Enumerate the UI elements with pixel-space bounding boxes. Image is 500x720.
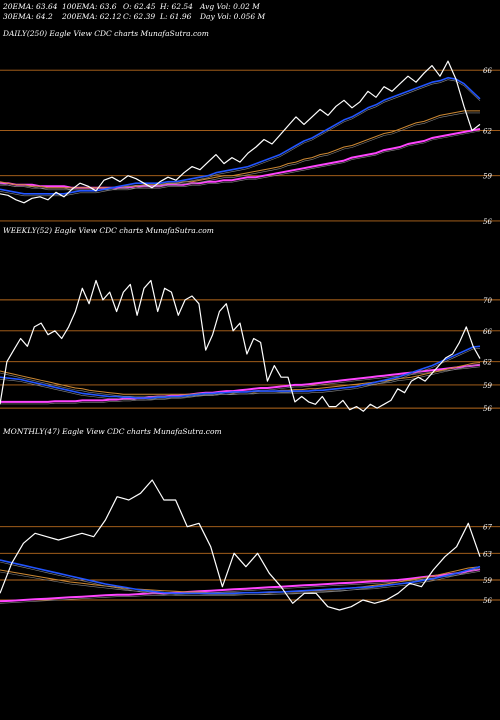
daily-y-tick-label: 66	[483, 67, 492, 75]
weekly-20ema-shadow-line	[0, 348, 481, 401]
daily-20ema-line	[0, 76, 481, 195]
monthly-panel-label: MONTHLY(47) Eagle View CDC charts Munafa…	[3, 427, 222, 436]
header-open: O: 62.45	[123, 2, 156, 11]
weekly-y-tick-label: 70	[483, 297, 492, 305]
header-30ema: 30EMA: 64.2	[3, 12, 53, 21]
monthly-20ema-line	[0, 559, 481, 595]
monthly-20ema-shadow-line	[0, 561, 481, 596]
monthly-y-tick-label: 56	[483, 597, 492, 605]
weekly-y-tick-label: 62	[483, 359, 492, 367]
monthly-200ema-line	[0, 568, 481, 603]
daily-price-line	[0, 60, 481, 204]
weekly-200ema-line	[0, 363, 481, 403]
monthly-price-line	[0, 479, 481, 611]
header-avg-vol: Avg Vol: 0.02 M	[200, 2, 260, 11]
daily-20ema-shadow-line	[0, 79, 481, 197]
daily-200ema-line	[0, 128, 481, 189]
header-100ema: 100EMA: 63.6	[62, 2, 117, 11]
weekly-y-tick-label: 56	[483, 405, 492, 413]
weekly-y-tick-label: 59	[483, 382, 492, 390]
header-high: H: 62.54	[160, 2, 193, 11]
daily-100ema-line	[0, 110, 480, 189]
daily-100ema-shadow-line	[0, 112, 480, 191]
header-low: L: 61.96	[160, 12, 192, 21]
monthly-y-tick-label: 59	[483, 577, 492, 585]
weekly-y-tick-label: 66	[483, 328, 492, 336]
header-day-vol: Day Vol: 0.056 M	[200, 12, 266, 21]
weekly-20ema-line	[0, 345, 481, 399]
header-200ema: 200EMA: 62.12	[62, 12, 122, 21]
daily-y-tick-label: 56	[483, 218, 492, 226]
daily-panel-label: DAILY(250) Eagle View CDC charts MunafaS…	[3, 29, 209, 38]
daily-y-tick-label: 59	[483, 173, 492, 181]
monthly-y-tick-label: 67	[483, 524, 492, 532]
monthly-y-tick-label: 63	[483, 550, 492, 558]
weekly-panel-label: WEEKLY(52) Eagle View CDC charts MunafaS…	[3, 226, 214, 235]
header-close: C: 62.39	[123, 12, 156, 21]
daily-y-tick-label: 62	[483, 127, 492, 135]
header-20ema: 20EMA: 63.64	[3, 2, 58, 11]
daily-200ema-shadow-line	[0, 130, 481, 191]
weekly-price-line	[0, 279, 481, 412]
